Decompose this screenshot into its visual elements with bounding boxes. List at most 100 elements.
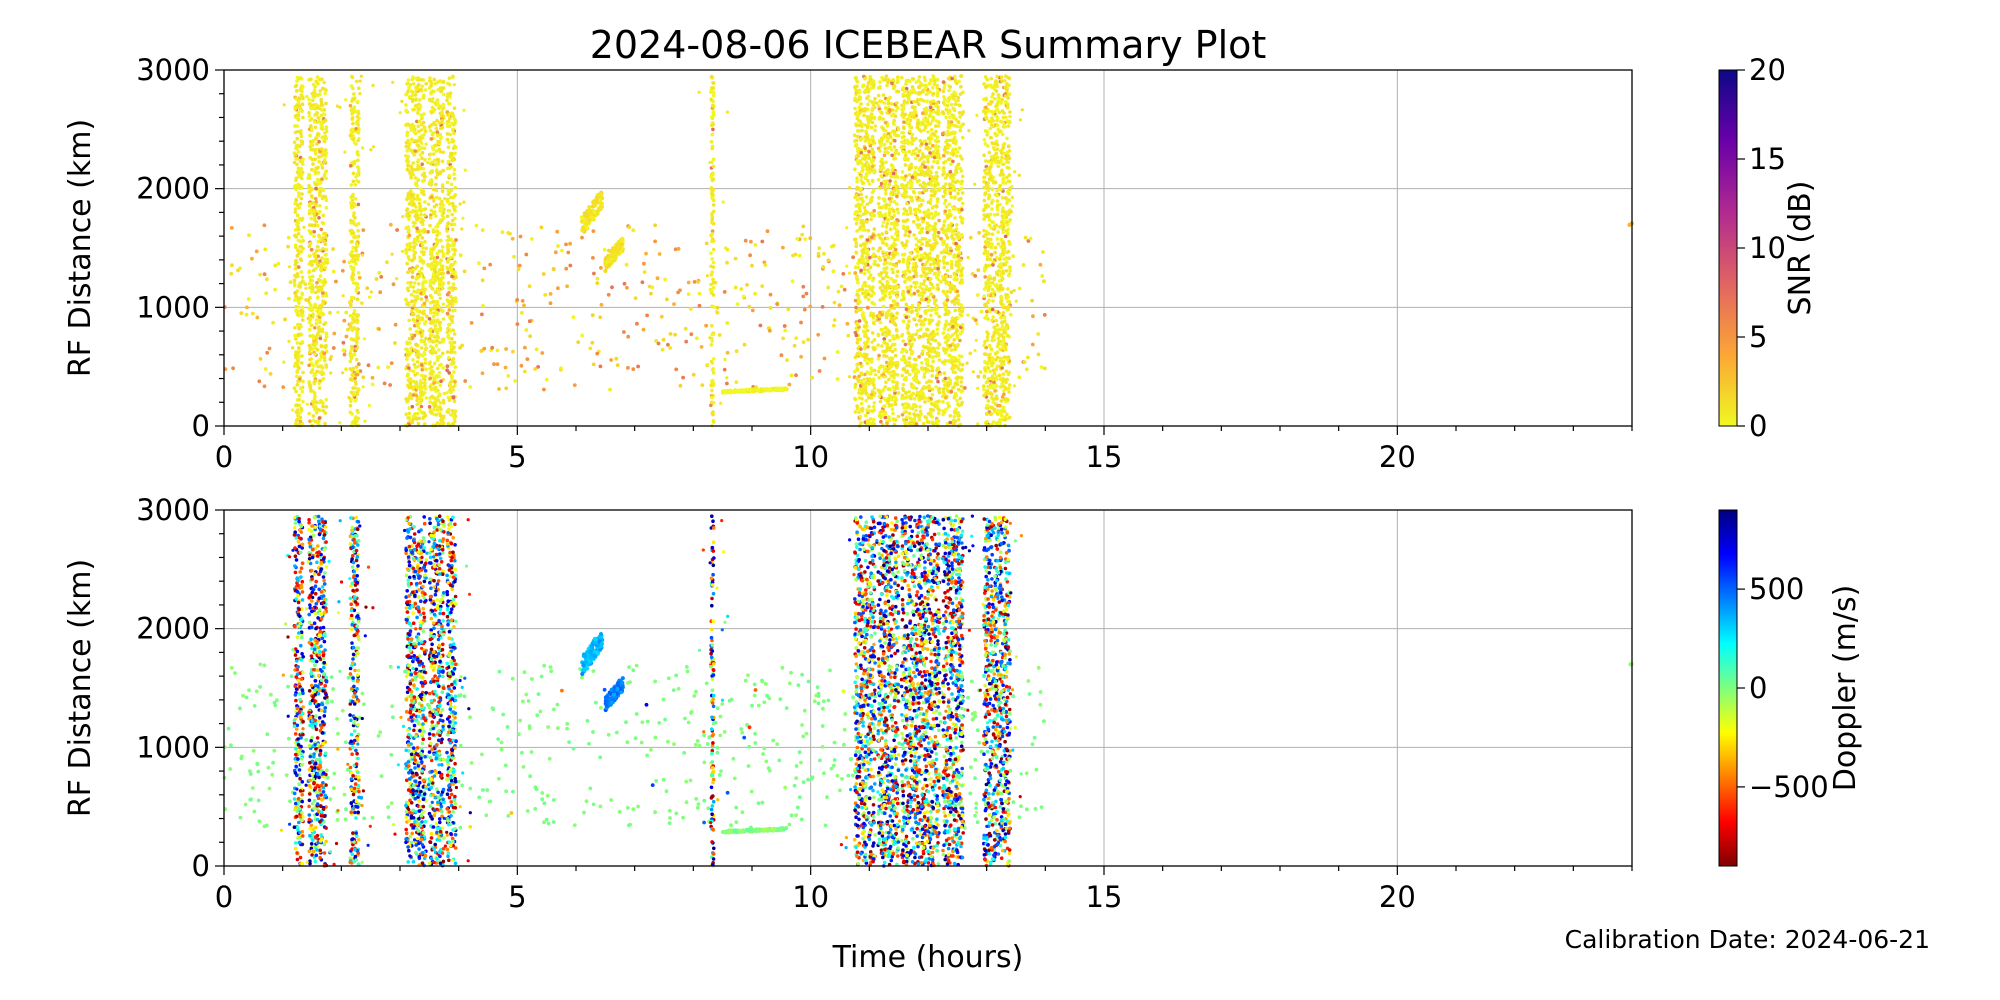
- data-point: [887, 377, 891, 382]
- data-point: [419, 391, 423, 395]
- data-point: [299, 139, 304, 143]
- data-point: [312, 234, 316, 239]
- data-point: [453, 419, 457, 424]
- data-point: [424, 367, 428, 372]
- data-point: [314, 257, 319, 262]
- data-point: [412, 124, 416, 128]
- data-point: [902, 156, 907, 161]
- data-point: [361, 228, 366, 233]
- data-point: [405, 357, 409, 361]
- data-point: [862, 324, 867, 329]
- data-point: [314, 321, 319, 326]
- data-point: [711, 90, 716, 95]
- data-point: [353, 327, 358, 331]
- data-point: [881, 241, 885, 245]
- data-point: [905, 370, 909, 375]
- data-point: [910, 85, 915, 89]
- data-point: [710, 232, 715, 236]
- data-point: [307, 190, 312, 194]
- data-point: [453, 186, 458, 190]
- data-point: [441, 106, 446, 110]
- data-point: [929, 128, 934, 132]
- data-point: [395, 228, 399, 232]
- data-point: [440, 204, 445, 209]
- data-point: [880, 344, 884, 348]
- data-point: [258, 357, 263, 361]
- data-point: [937, 408, 941, 412]
- data-point: [931, 143, 935, 148]
- data-point: [926, 308, 930, 313]
- data-point: [355, 369, 360, 374]
- data-point: [543, 293, 548, 297]
- data-point: [856, 296, 861, 300]
- data-point: [666, 342, 670, 347]
- data-point: [743, 238, 748, 243]
- data-point: [308, 241, 313, 246]
- data-point: [909, 178, 913, 183]
- data-point: [416, 124, 421, 129]
- data-point: [881, 93, 886, 97]
- data-point: [449, 237, 453, 242]
- data-point: [709, 251, 713, 255]
- data-point: [891, 267, 895, 272]
- data-point: [413, 365, 418, 370]
- data-point: [536, 365, 540, 369]
- data-point: [262, 384, 267, 389]
- data-point: [435, 80, 440, 84]
- data-point: [424, 298, 429, 302]
- data-point: [631, 228, 636, 233]
- data-point: [435, 133, 440, 138]
- data-point: [441, 102, 446, 107]
- data-point: [808, 304, 813, 309]
- data-point: [438, 383, 443, 388]
- data-point: [295, 383, 300, 387]
- data-point: [879, 141, 883, 146]
- data-point: [432, 245, 436, 250]
- data-point: [353, 398, 358, 403]
- data-point: [890, 407, 895, 412]
- data-point: [377, 327, 381, 331]
- data-point: [923, 263, 927, 267]
- data-point: [886, 387, 891, 391]
- data-point: [405, 133, 409, 137]
- data-point: [438, 354, 443, 359]
- data-point: [293, 333, 297, 338]
- data-point: [976, 268, 981, 272]
- data-point: [411, 393, 416, 397]
- data-point: [293, 273, 297, 278]
- data-point: [872, 401, 877, 405]
- data-point: [331, 346, 336, 350]
- data-point: [884, 230, 889, 234]
- data-point: [800, 232, 804, 237]
- data-point: [294, 403, 298, 408]
- data-point: [1036, 352, 1041, 357]
- data-point: [518, 234, 523, 239]
- data-point: [411, 379, 416, 384]
- data-point: [309, 106, 313, 111]
- data-point: [869, 311, 873, 316]
- data-point: [864, 219, 869, 224]
- data-point: [295, 369, 300, 374]
- data-point: [354, 365, 359, 369]
- data-point: [855, 158, 860, 163]
- data-point: [432, 408, 436, 412]
- data-point: [414, 205, 418, 209]
- data-point: [886, 399, 891, 403]
- data-point: [926, 304, 931, 309]
- data-point: [853, 211, 858, 216]
- data-point: [519, 363, 524, 368]
- data-point: [890, 235, 894, 239]
- data-point: [858, 119, 863, 124]
- data-point: [424, 396, 429, 400]
- data-point: [878, 80, 882, 84]
- data-point: [434, 168, 439, 172]
- data-point: [760, 239, 765, 244]
- data-point: [883, 415, 888, 420]
- data-point: [645, 313, 649, 318]
- data-point: [308, 357, 312, 362]
- data-point: [310, 157, 315, 162]
- data-point: [349, 295, 354, 300]
- data-point: [657, 252, 662, 256]
- data-point: [273, 287, 277, 292]
- data-point: [318, 186, 322, 191]
